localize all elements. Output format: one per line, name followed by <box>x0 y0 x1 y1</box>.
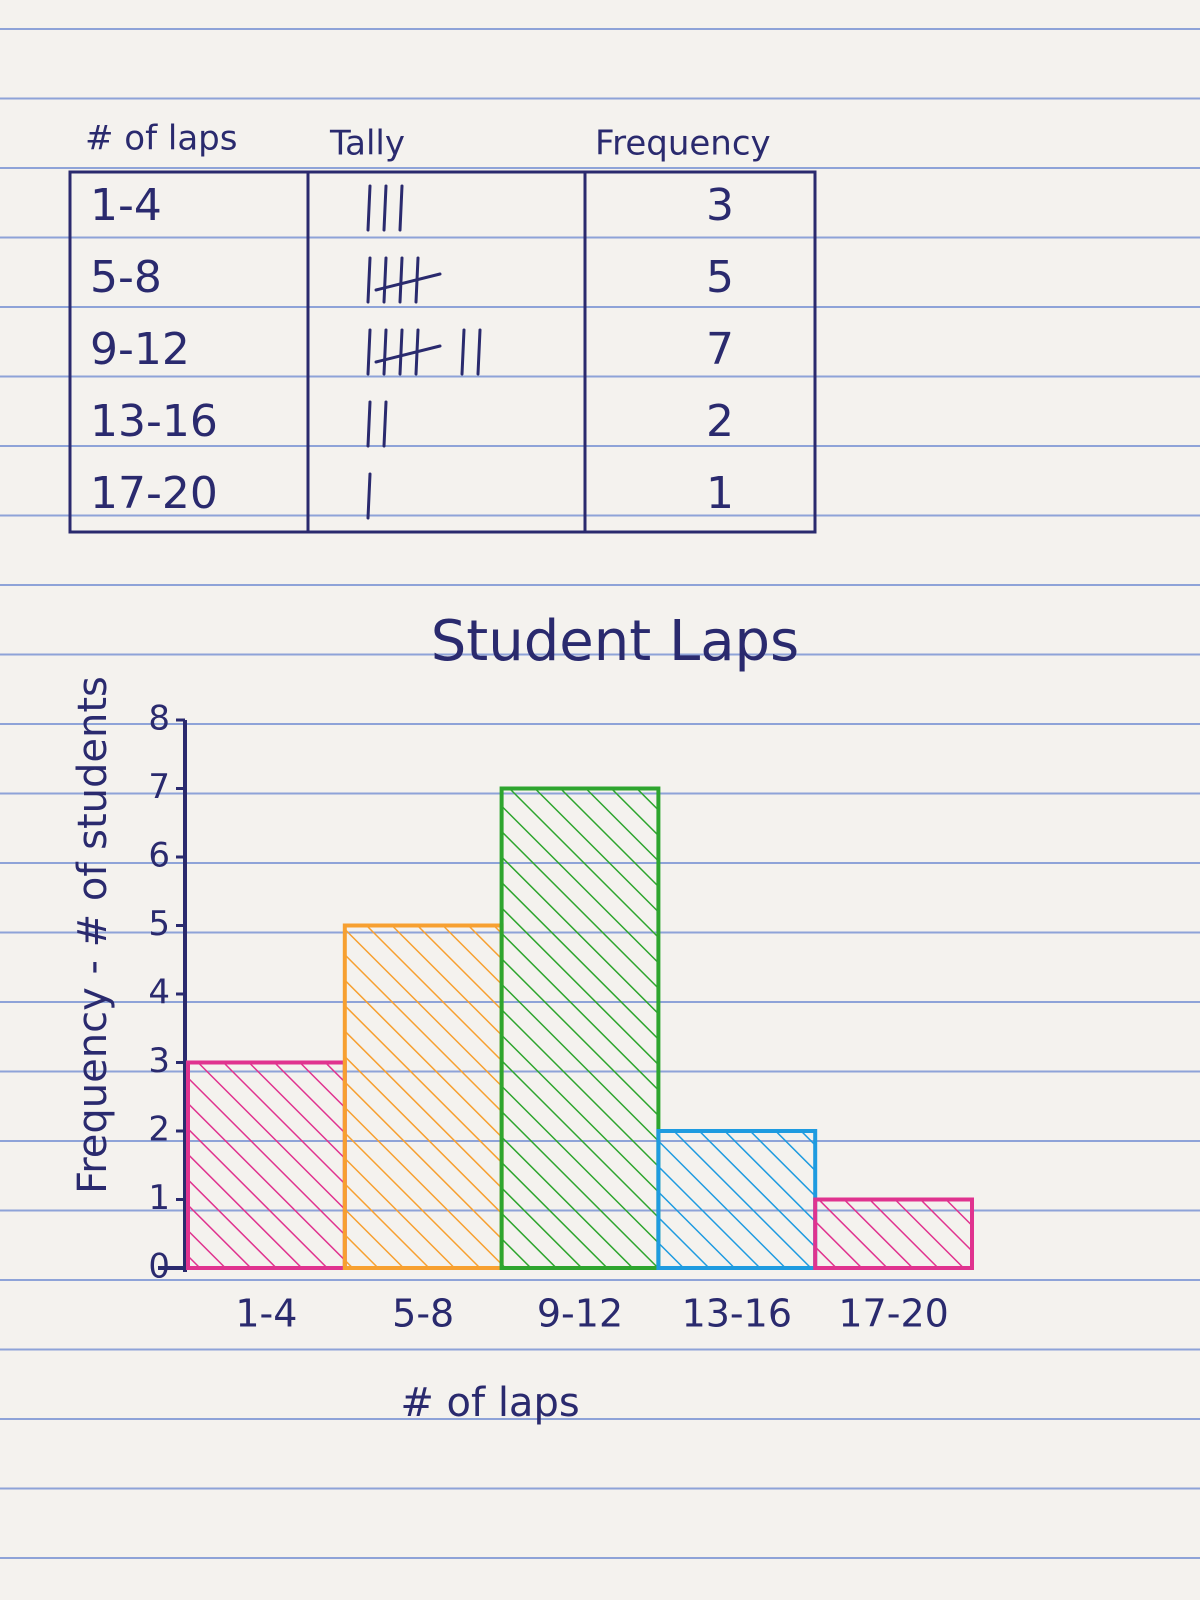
table-header: # of laps <box>85 119 237 159</box>
tally-stroke <box>374 344 442 364</box>
tally-stroke <box>366 400 372 448</box>
tally-stroke <box>366 184 372 232</box>
tally-stroke <box>398 328 404 376</box>
x-axis-label: # of laps <box>400 1380 579 1426</box>
x-tick-label: 9-12 <box>537 1292 623 1336</box>
bar <box>656 1129 818 1270</box>
tally-stroke <box>366 256 372 304</box>
tally-stroke <box>460 328 466 376</box>
y-tick-label: 8 <box>148 699 170 739</box>
y-tick-label: 0 <box>148 1247 170 1287</box>
frequency-cell: 5 <box>706 252 734 303</box>
y-tick-label: 4 <box>148 973 170 1013</box>
x-tick-label: 17-20 <box>838 1292 948 1336</box>
x-tick-label: 13-16 <box>682 1292 792 1336</box>
tally-stroke <box>476 328 482 376</box>
tally-stroke <box>382 184 388 232</box>
tally <box>366 328 482 376</box>
bar <box>186 1060 347 1270</box>
y-tick-label: 2 <box>148 1110 170 1150</box>
frequency-cell: 7 <box>706 324 734 375</box>
table-header: Tally <box>329 124 405 164</box>
tally-stroke <box>366 328 372 376</box>
frequency-cell: 2 <box>706 396 734 447</box>
range-cell: 5-8 <box>90 252 162 303</box>
tally <box>366 256 442 304</box>
x-tick-label: 1-4 <box>235 1292 297 1336</box>
tally-stroke <box>398 256 404 304</box>
tally <box>366 184 404 232</box>
tally-stroke <box>374 272 442 292</box>
chart-title: Student Laps <box>431 609 799 674</box>
tally-stroke <box>366 472 372 520</box>
table-header: Frequency <box>595 124 771 164</box>
range-cell: 17-20 <box>90 468 218 519</box>
range-cell: 1-4 <box>90 180 162 231</box>
frequency-cell: 3 <box>706 180 734 231</box>
y-tick-label: 5 <box>148 904 170 944</box>
bar <box>342 923 504 1270</box>
tally-stroke <box>382 256 388 304</box>
tally-stroke <box>398 184 404 232</box>
table-border <box>68 170 817 534</box>
bar <box>499 786 661 1270</box>
x-tick-label: 5-8 <box>392 1292 454 1336</box>
tally <box>366 472 372 520</box>
frequency-table <box>68 170 817 534</box>
y-tick-label: 1 <box>148 1178 170 1218</box>
tally <box>366 400 388 448</box>
tally-stroke <box>382 328 388 376</box>
range-cell: 9-12 <box>90 324 190 375</box>
tally-stroke <box>382 400 388 448</box>
y-tick-label: 6 <box>148 836 170 876</box>
bar <box>813 1197 975 1270</box>
frequency-cell: 1 <box>706 468 734 519</box>
y-tick-label: 3 <box>148 1041 170 1081</box>
range-cell: 13-16 <box>90 396 218 447</box>
y-axis-label: Frequency - # of students <box>70 676 116 1194</box>
y-tick-label: 7 <box>148 767 170 807</box>
